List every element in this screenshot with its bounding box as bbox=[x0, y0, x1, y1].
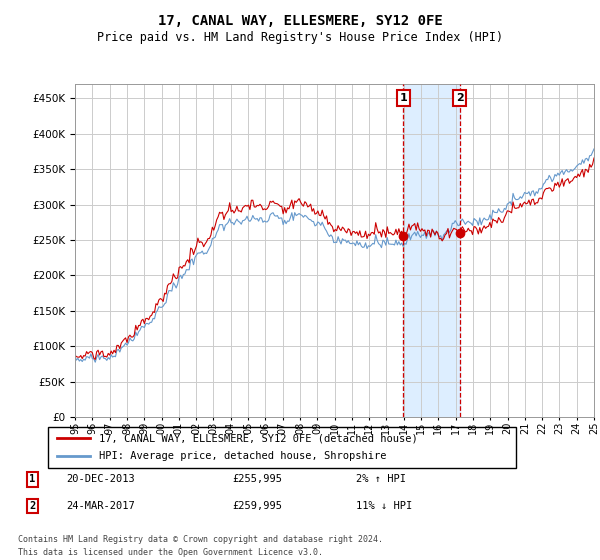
Text: £259,995: £259,995 bbox=[232, 501, 283, 511]
Bar bbox=[403, 84, 460, 417]
Text: 11% ↓ HPI: 11% ↓ HPI bbox=[356, 501, 413, 511]
Text: 1: 1 bbox=[400, 93, 407, 103]
Text: 1: 1 bbox=[29, 474, 35, 484]
Text: £255,995: £255,995 bbox=[232, 474, 283, 484]
Text: Contains HM Land Registry data © Crown copyright and database right 2024.: Contains HM Land Registry data © Crown c… bbox=[18, 535, 383, 544]
Text: 2: 2 bbox=[29, 501, 35, 511]
Text: 20-DEC-2013: 20-DEC-2013 bbox=[66, 474, 134, 484]
Text: 2% ↑ HPI: 2% ↑ HPI bbox=[356, 474, 406, 484]
Text: Price paid vs. HM Land Registry's House Price Index (HPI): Price paid vs. HM Land Registry's House … bbox=[97, 31, 503, 44]
Text: 17, CANAL WAY, ELLESMERE, SY12 0FE: 17, CANAL WAY, ELLESMERE, SY12 0FE bbox=[158, 14, 442, 28]
Text: This data is licensed under the Open Government Licence v3.0.: This data is licensed under the Open Gov… bbox=[18, 548, 323, 557]
Text: 24-MAR-2017: 24-MAR-2017 bbox=[66, 501, 134, 511]
Text: HPI: Average price, detached house, Shropshire: HPI: Average price, detached house, Shro… bbox=[100, 451, 387, 461]
Text: 17, CANAL WAY, ELLESMERE, SY12 0FE (detached house): 17, CANAL WAY, ELLESMERE, SY12 0FE (deta… bbox=[100, 433, 418, 443]
Text: 2: 2 bbox=[456, 93, 463, 103]
